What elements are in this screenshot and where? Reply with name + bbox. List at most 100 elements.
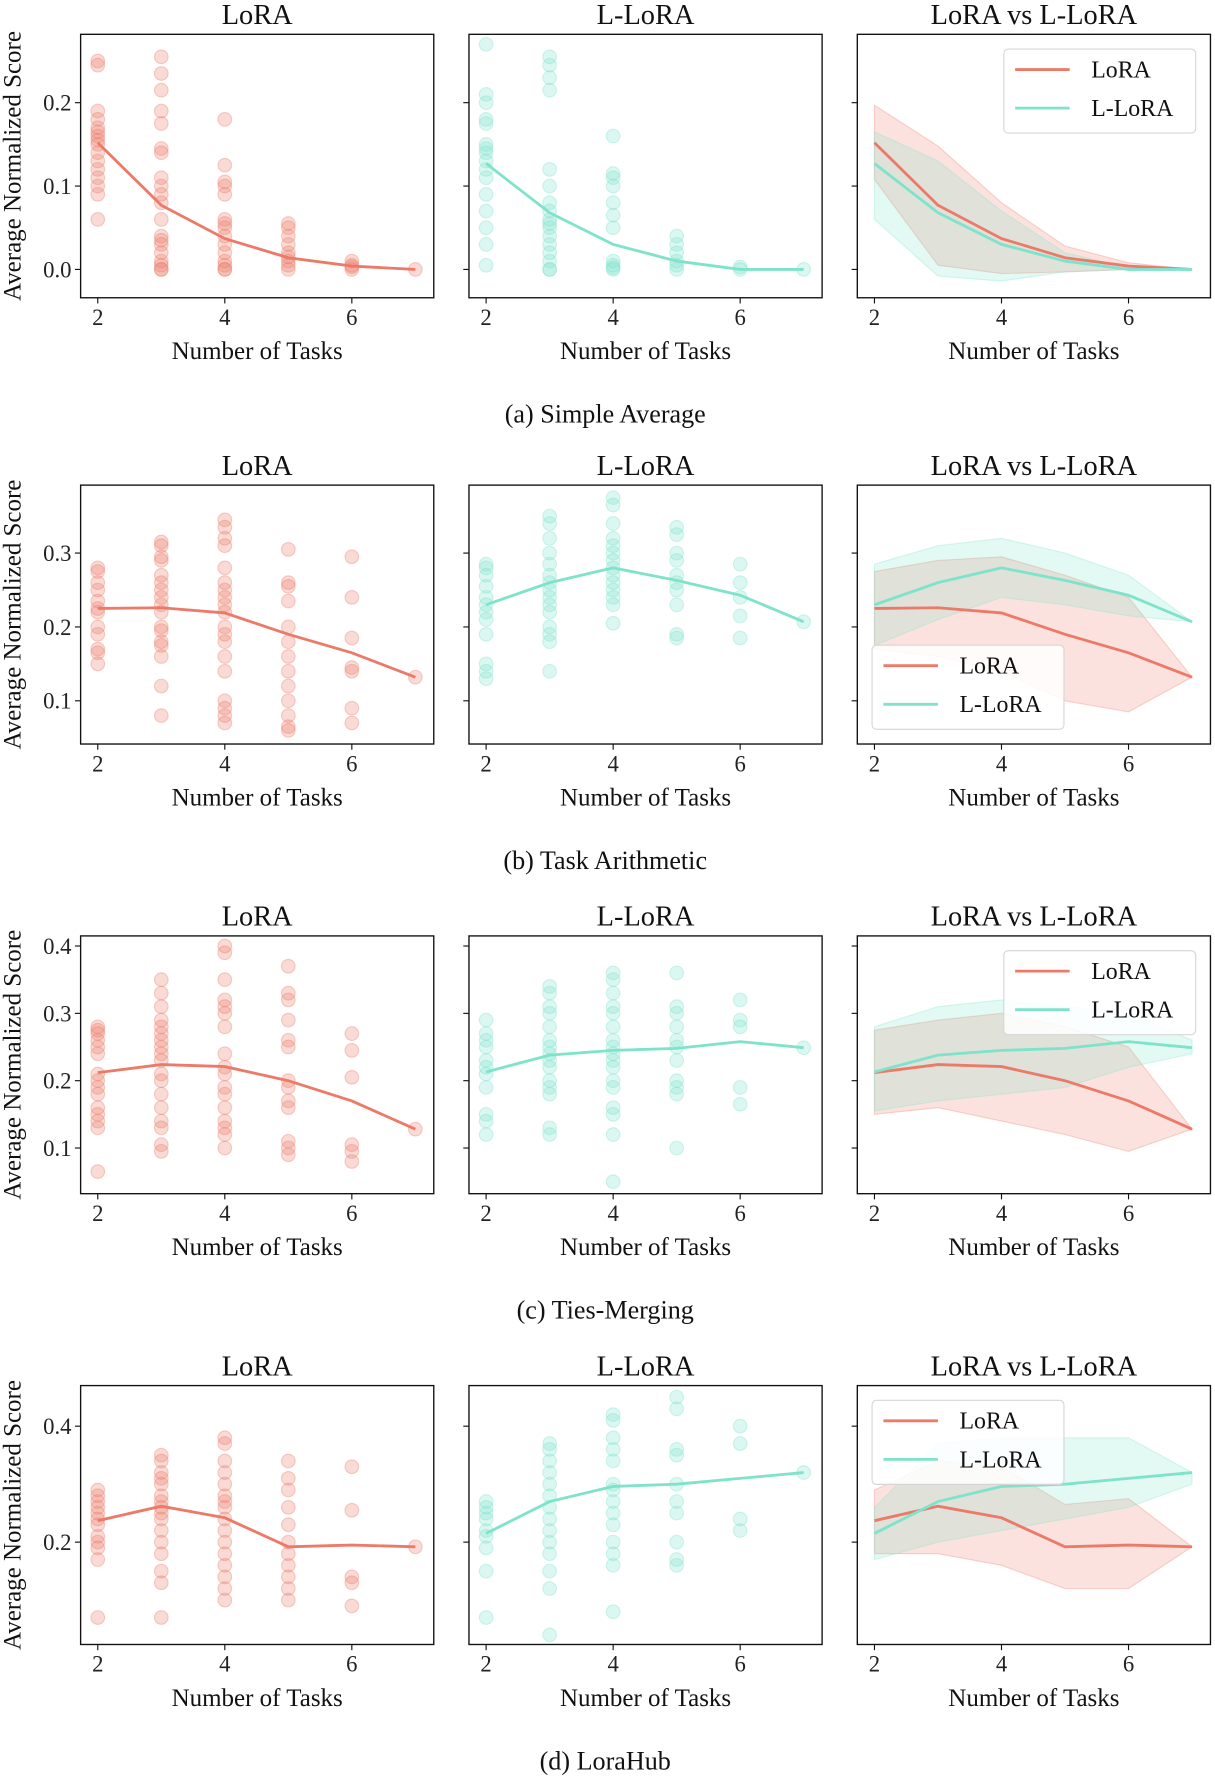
mean-line-lora: [874, 1063, 1193, 1131]
scatter-point: [90, 178, 106, 194]
scatter-point: [90, 212, 106, 227]
scatter-point: [90, 170, 106, 186]
scatter-point: [478, 1610, 494, 1625]
y-tick-label: 0.1: [43, 1136, 71, 1161]
scatter-point: [542, 1563, 558, 1579]
scatter-point: [153, 1575, 169, 1591]
axes-frame: [79, 33, 435, 299]
scatter-point: [605, 972, 621, 988]
x-tick-label: 6: [734, 1201, 745, 1226]
scatter-point: [280, 1032, 296, 1048]
scatter-point: [605, 490, 621, 506]
scatter-point: [217, 519, 233, 535]
scatter-point: [669, 999, 685, 1015]
scatter-point: [605, 1005, 621, 1021]
scatter-point: [542, 1511, 558, 1527]
scatter-point: [542, 70, 558, 86]
scatter-point: [280, 1453, 296, 1469]
x-tick-label: 6: [346, 1652, 357, 1677]
scatter-point: [669, 597, 685, 613]
y-tick-label: 0.0: [43, 257, 71, 282]
scatter-point: [153, 257, 169, 273]
x-axis-label: Number of Tasks: [560, 784, 731, 811]
scatter-point: [605, 1505, 621, 1521]
panel-l-lora: 2 4 6 L-LoRA Number of Tasks: [463, 1351, 823, 1712]
x-tick-label: 4: [219, 1201, 230, 1226]
scatter-point: [542, 1086, 558, 1102]
axes-frame: [856, 1384, 1212, 1646]
scatter-point: [669, 1505, 685, 1521]
panel-lora: 2 4 6 0.2 0.4 LoRA Number of Tasks: [43, 1351, 435, 1712]
scatter-point: [280, 678, 296, 694]
scatter-point: [542, 1523, 558, 1538]
scatter-point: [153, 1511, 169, 1527]
scatter-point: [90, 1488, 106, 1504]
scatter-point: [542, 516, 558, 531]
scatter-point: [478, 145, 494, 161]
scatter-point: [153, 534, 169, 550]
axes-frame: [79, 484, 435, 745]
scatter-point: [542, 1032, 558, 1048]
scatter-point: [280, 985, 296, 1001]
scatter-point: [90, 1120, 106, 1136]
legend: LoRA L-LoRA: [1003, 48, 1197, 134]
scatter-point: [90, 560, 106, 576]
scatter-point: [217, 262, 233, 277]
scatter-point: [90, 641, 106, 657]
scatter-point: [344, 1069, 360, 1085]
scatter-point: [669, 1053, 685, 1068]
scatter-point: [280, 649, 296, 664]
scatter-point: [90, 1552, 106, 1567]
scatter-point: [217, 111, 233, 127]
scatter-point: [669, 1552, 685, 1567]
scatter-point: [217, 530, 233, 546]
scatter-point: [153, 575, 169, 591]
panel-title: L-LoRA: [597, 0, 695, 31]
scatter-point: [217, 1499, 233, 1515]
scatter-point: [605, 597, 621, 613]
scatter-point: [153, 1046, 169, 1062]
scatter-point: [153, 1066, 169, 1082]
x-tick-label: 2: [480, 751, 491, 776]
scatter-point: [478, 663, 494, 679]
scatter-point: [478, 111, 494, 127]
scatter-point: [153, 116, 169, 131]
legend-label: L-LoRA: [960, 692, 1043, 718]
scatter-point: [217, 626, 233, 642]
scatter-point: [217, 512, 233, 528]
scatter-point: [605, 1557, 621, 1573]
scatter-point: [478, 1066, 494, 1082]
scatter-point: [280, 1470, 296, 1486]
scatter-point: [90, 1046, 106, 1062]
scatter-point: [605, 1494, 621, 1509]
scatter-point: [217, 708, 233, 723]
scatter-point: [542, 604, 558, 620]
scatter-point: [669, 519, 685, 535]
scatter-point: [90, 187, 106, 202]
scatter-point: [669, 582, 685, 598]
scatter-point: [605, 545, 621, 561]
scatter-point: [217, 1436, 233, 1451]
scatter-point: [605, 257, 621, 273]
scatter-point: [344, 630, 360, 646]
scatter-point: [280, 1140, 296, 1156]
scatter-point: [605, 615, 621, 631]
scatter-point: [542, 979, 558, 994]
scatter-point: [542, 49, 558, 65]
scatter-point: [542, 1005, 558, 1021]
scatter-point: [542, 634, 558, 650]
panel-title: LoRA vs L-LoRA: [931, 0, 1138, 31]
x-tick-label: 2: [92, 305, 103, 330]
y-tick-label: 0.3: [43, 541, 71, 566]
scatter-point: [605, 1604, 621, 1620]
mean-line-llora: [485, 162, 804, 271]
scatter-point: [344, 1144, 360, 1159]
scatter-point: [217, 1140, 233, 1156]
scatter-point: [669, 1441, 685, 1457]
scatter-point: [605, 1453, 621, 1469]
scatter-point: [478, 612, 494, 627]
scatter-point: [732, 1080, 748, 1095]
scatter-point: [217, 649, 233, 664]
scatter-point: [605, 1517, 621, 1533]
scatter-point: [217, 1453, 233, 1469]
